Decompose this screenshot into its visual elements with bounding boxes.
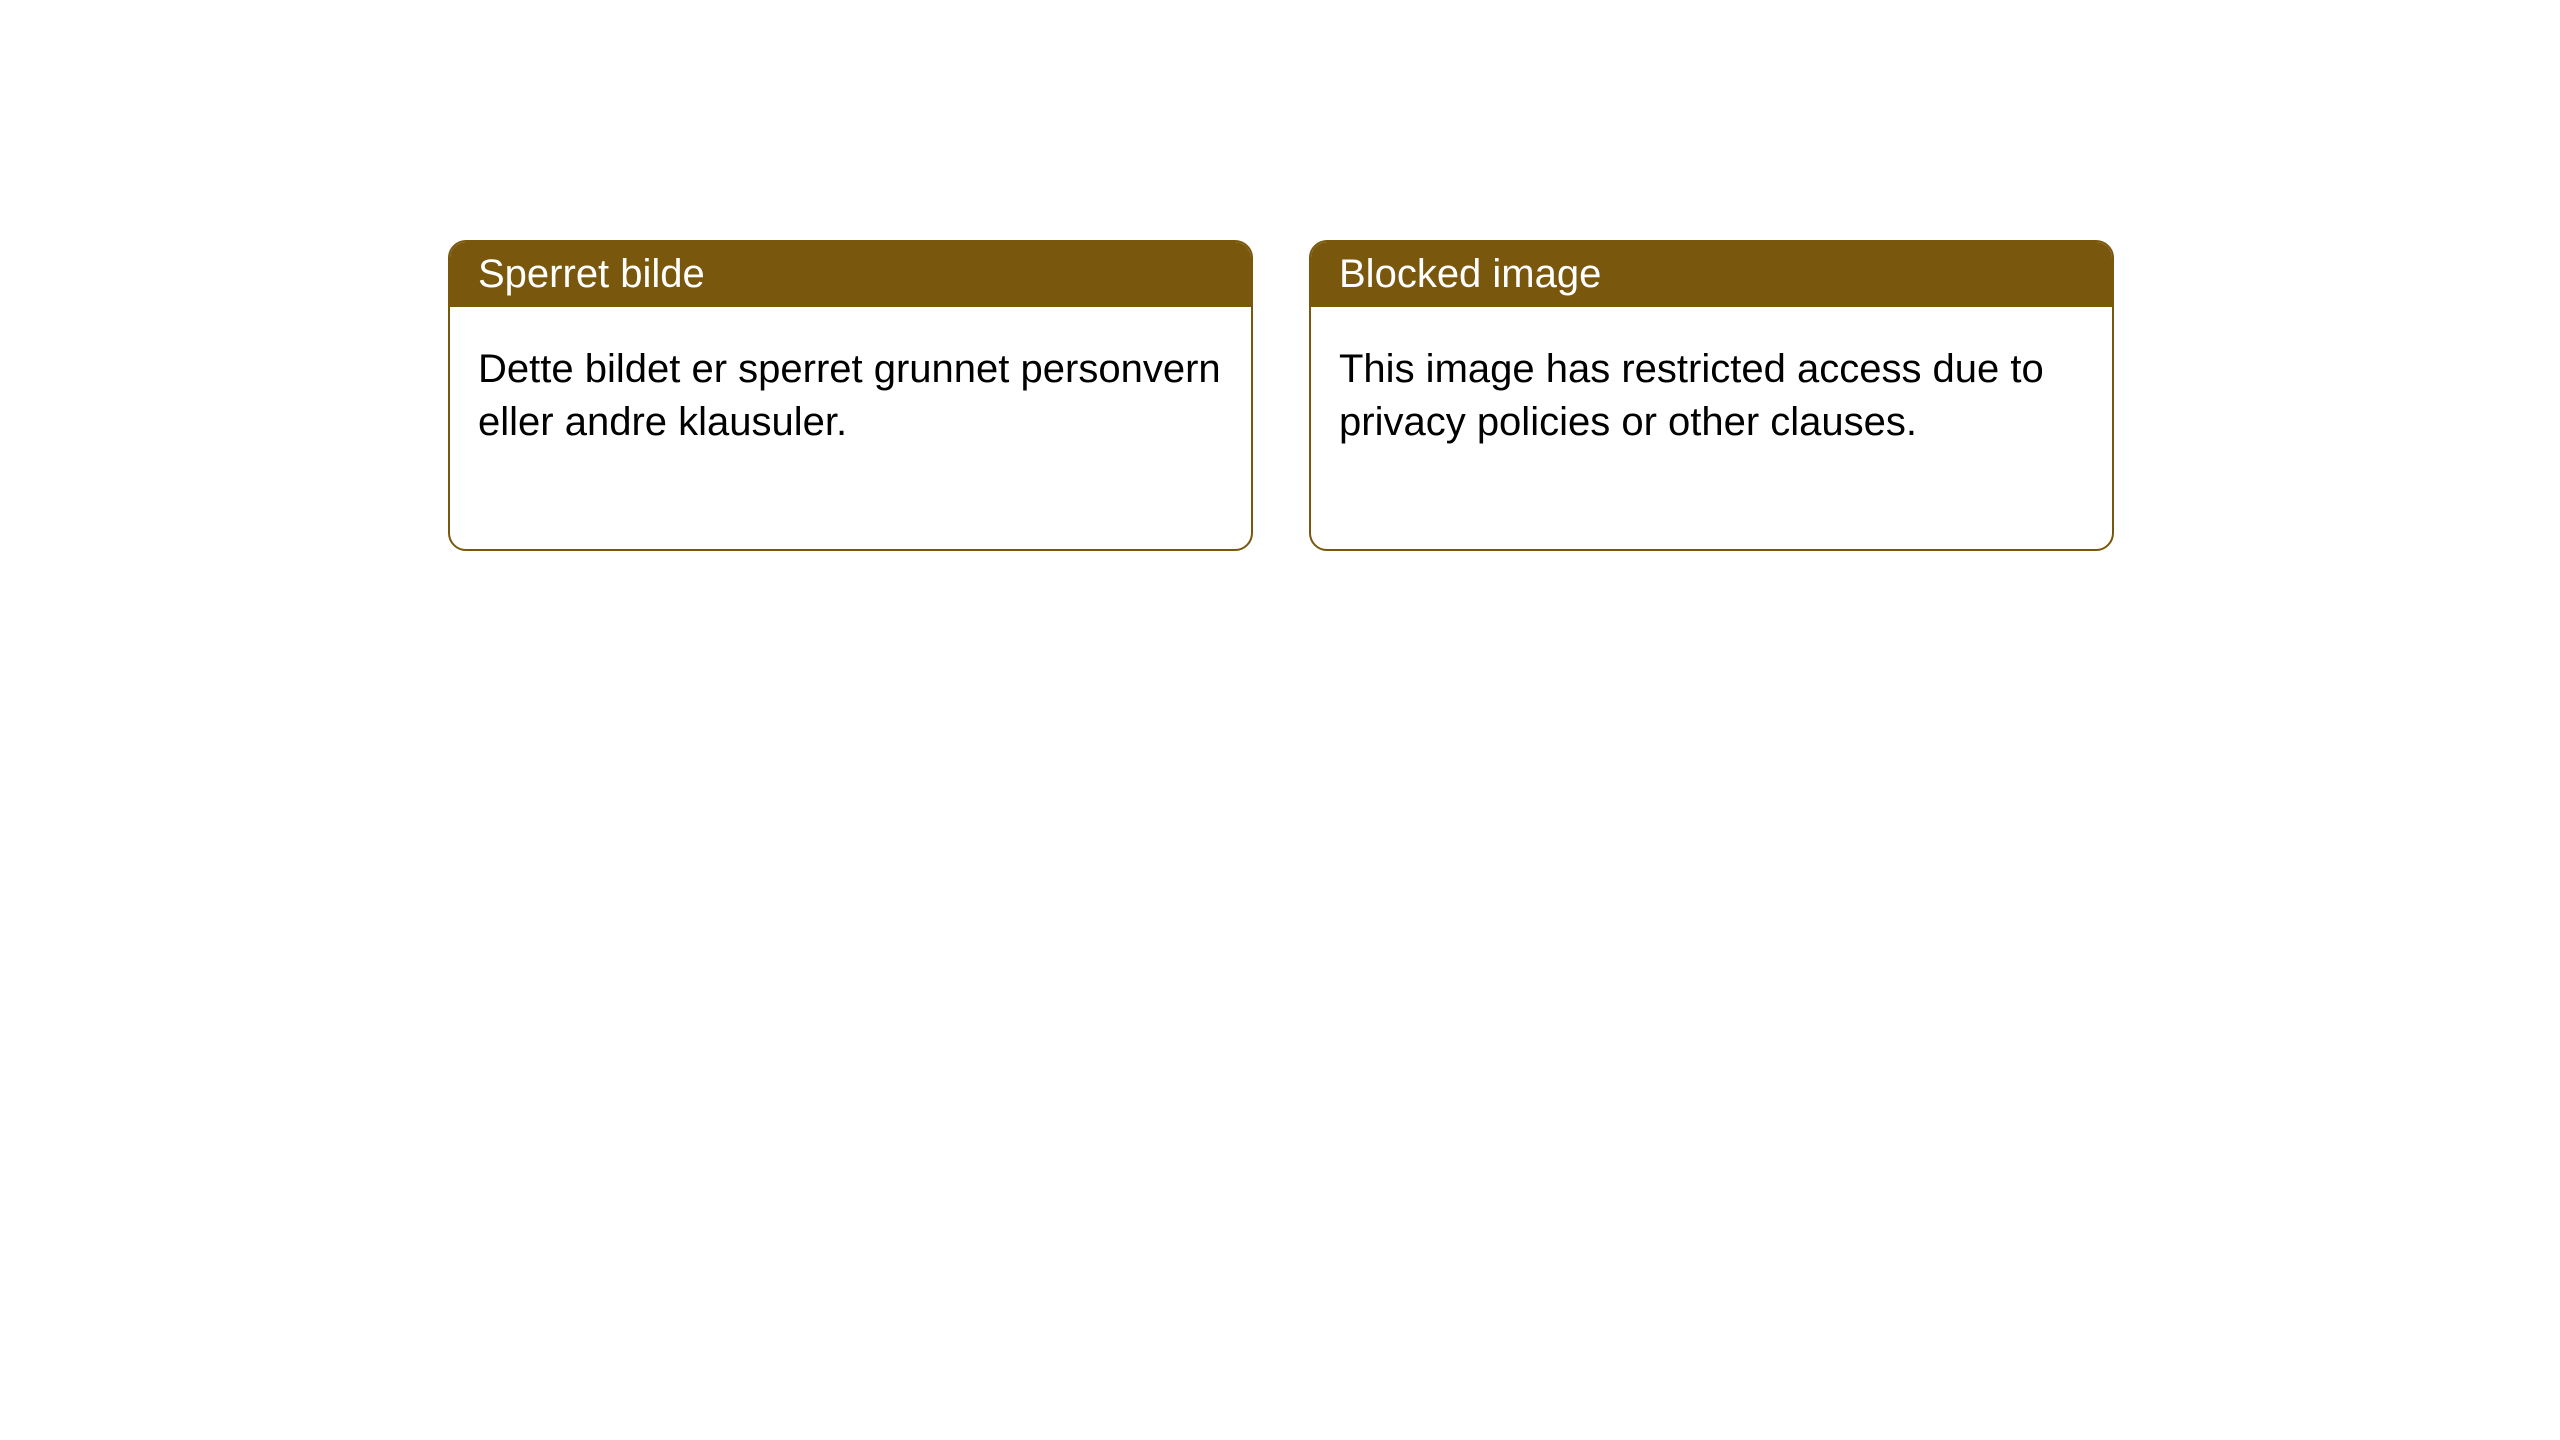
notice-card-body: Dette bildet er sperret grunnet personve… (450, 307, 1251, 549)
notice-card-norwegian: Sperret bilde Dette bildet er sperret gr… (448, 240, 1253, 551)
notice-card-english: Blocked image This image has restricted … (1309, 240, 2114, 551)
notice-card-title: Blocked image (1311, 242, 2112, 307)
notice-card-body: This image has restricted access due to … (1311, 307, 2112, 549)
notice-cards-container: Sperret bilde Dette bildet er sperret gr… (0, 0, 2560, 551)
notice-card-title: Sperret bilde (450, 242, 1251, 307)
